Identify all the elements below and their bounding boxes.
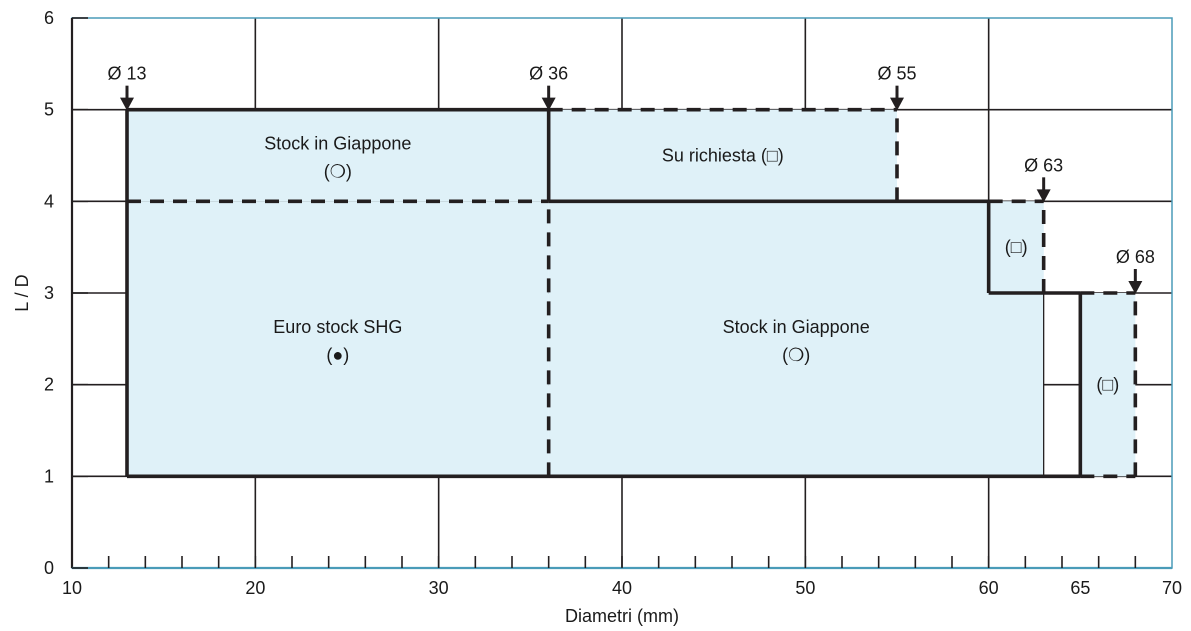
region-label: Euro stock SHG [273,317,402,337]
x-tick-label: 30 [429,578,449,598]
diameter-label: Ø 36 [529,64,568,84]
region-fill [1080,293,1136,477]
y-tick-label: 3 [44,283,54,303]
y-tick-label: 5 [44,100,54,120]
diameter-label: Ø 63 [1024,155,1063,175]
region-labels: Stock in Giappone (❍) Su richiesta (□) Euro… [264,134,1119,395]
x-tick-label: 50 [795,578,815,598]
y-axis-title: L / D [12,274,32,311]
region-symbol: (❍) [782,345,810,365]
diameter-label: Ø 68 [1116,247,1155,267]
region-symbol: (□) [1005,237,1028,257]
x-tick-label: 40 [612,578,632,598]
diameter-arrow-head [120,97,134,111]
diameter-arrow-head [1128,281,1143,294]
y-tick-label: 4 [44,191,54,211]
region-fill [548,201,1044,477]
y-tick-label: 2 [44,375,54,395]
diameter-label: Ø 13 [107,64,146,84]
x-axis-title: Diametri (mm) [565,606,679,626]
y-tick-label: 0 [44,558,54,578]
region-symbol: (❍) [324,162,352,182]
diameter-arrow-head [541,97,556,111]
region-fills [127,109,1136,477]
axis-ticks: 0 1 2 3 4 5 6 10 20 30 40 50 60 65 70 [44,8,1182,598]
region-label: Stock in Giappone [723,317,870,337]
region-label: Su richiesta (□) [662,146,784,166]
x-tick-label: 65 [1070,578,1090,598]
x-tick-label: 70 [1162,578,1182,598]
y-tick-label: 6 [44,8,54,28]
diameter-label: Ø 55 [877,64,916,84]
region-fill [548,109,897,202]
region-fill [127,109,549,202]
region-fill [127,201,549,477]
region-symbol: (□) [1096,375,1119,395]
x-tick-label: 60 [979,578,999,598]
region-symbol: (●) [326,345,349,365]
x-tick-label: 10 [62,578,82,598]
diameter-arrow-head [890,97,904,111]
region-fill [988,201,1044,293]
region-label: Stock in Giappone [264,134,411,154]
diameter-arrow-head [1036,189,1051,203]
diameter-markers: Ø 13 Ø 36 Ø 55 Ø 63 Ø 68 [107,64,1155,294]
region-boundaries [125,107,1138,479]
y-tick-label: 1 [44,466,54,486]
x-tick-label: 20 [245,578,265,598]
